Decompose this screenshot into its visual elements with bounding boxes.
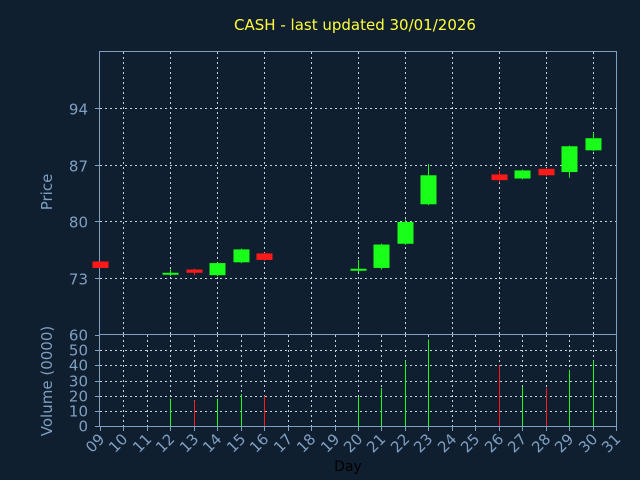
candle-day-20 [350,259,367,272]
candle-day-23 [420,163,437,206]
price-tick-label: 94 [69,101,88,119]
x-gridlines [123,52,594,426]
day-tick-label: 31 [598,430,624,456]
candle-day-28 [538,168,555,177]
candle-body [585,138,602,151]
candle-body [491,174,508,181]
candle-body [420,175,437,205]
day-tick-label: 14 [199,430,225,456]
price-candles [92,132,602,276]
candle-body [256,253,273,260]
price-gridlines [100,108,616,279]
volume-tick-label: 30 [69,373,88,391]
day-tick-label: 16 [246,430,272,456]
day-tick-label: 21 [363,430,389,456]
day-tick-label: 29 [551,430,577,456]
volume-tick-label: 10 [69,403,88,421]
candle-day-27 [514,169,531,180]
day-tick-label: 18 [293,430,319,456]
price-tick-label: 80 [69,214,88,232]
volume-tick-label: 40 [69,357,88,375]
price-axis-label: Price [38,174,56,211]
chart-title: CASH - last updated 30/01/2026 [234,16,476,34]
candle-day-26 [491,170,508,183]
candle-body [186,269,203,273]
x-axis-label: Day [334,459,362,475]
candle-body [92,261,109,268]
candle-day-14 [209,262,226,276]
day-tick-label: 23 [410,430,436,456]
volume-gridlines [100,350,616,412]
volume-tick-label: 0 [78,418,88,436]
candle-body [397,222,414,244]
price-tick-label: 87 [69,158,88,176]
candle-day-15 [233,248,250,264]
volume-tick-label: 20 [69,388,88,406]
candle-body [209,263,226,276]
candle-day-29 [561,145,578,178]
day-tick-label: 10 [105,430,131,456]
candle-day-22 [397,219,414,245]
volume-axis-label: Volume (0000) [38,326,56,436]
day-tick-label: 25 [457,430,483,456]
candle-body [233,249,250,263]
candle-body [514,170,531,179]
candle-day-30 [585,132,602,152]
day-tick-label: 27 [504,430,530,456]
day-tick-label: 12 [152,430,178,456]
candle-day-13 [186,268,203,276]
volume-tick-label: 50 [69,342,88,360]
volume-bars [170,339,594,426]
candle-body [350,268,367,271]
candle-day-21 [373,243,390,270]
candle-body [561,146,578,173]
candle-body [373,244,390,268]
day-axis-ticks: 0910111213141516171819202122232425262728… [82,426,624,456]
candle-day-12 [162,269,179,276]
price-tick-label: 73 [69,271,88,289]
candle-day-16 [256,252,273,261]
volume-tick-label: 60 [69,327,88,345]
candle-body [162,272,179,275]
price-axis-ticks: 73 80 87 94 [69,101,100,289]
candle-day-9 [92,261,109,268]
candle-body [538,168,555,176]
